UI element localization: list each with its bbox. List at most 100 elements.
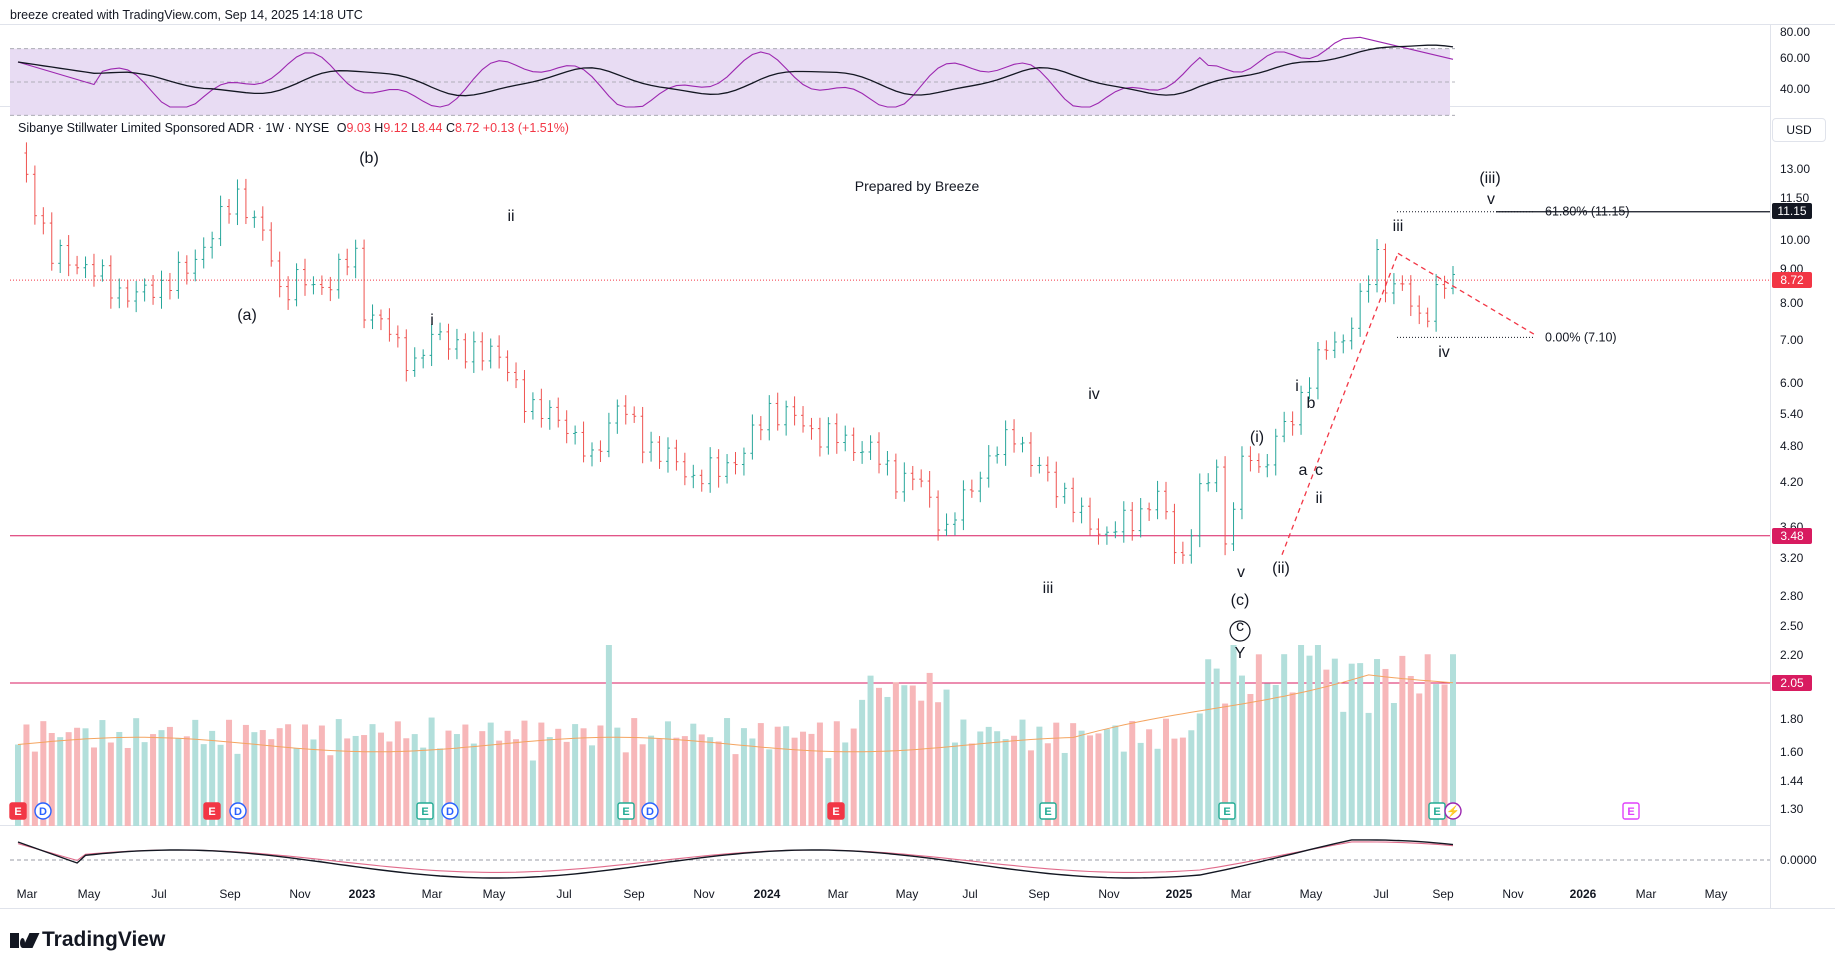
close-label: C bbox=[445, 121, 455, 135]
volume-bar bbox=[749, 738, 756, 826]
volume-bar bbox=[116, 731, 123, 826]
volume-bar bbox=[985, 726, 992, 826]
wave-circle bbox=[1229, 620, 1251, 642]
volume-bar bbox=[1027, 750, 1034, 826]
time-tick-label: Nov bbox=[1502, 887, 1523, 901]
wave-label: iii bbox=[1393, 218, 1404, 235]
volume-bar bbox=[1340, 711, 1347, 826]
volume-bar bbox=[462, 724, 469, 826]
volume-bar bbox=[23, 724, 30, 826]
time-separator bbox=[0, 908, 1835, 909]
rsi-line bbox=[17, 36, 1454, 108]
volume-bar bbox=[1019, 719, 1026, 826]
volume-bar bbox=[1205, 659, 1212, 826]
time-tick-label: Nov bbox=[693, 887, 714, 901]
time-tick-label: 2023 bbox=[349, 887, 376, 901]
volume-bar bbox=[1281, 654, 1288, 826]
volume-bar bbox=[555, 728, 562, 826]
time-tick-label: 2025 bbox=[1166, 887, 1193, 901]
currency-button[interactable]: USD bbox=[1772, 118, 1826, 142]
volume-bar bbox=[268, 739, 275, 826]
high-value: 9.12 bbox=[383, 121, 408, 135]
volume-bar bbox=[361, 735, 368, 826]
time-tick-label: Mar bbox=[17, 887, 38, 901]
event-marker-label: E bbox=[622, 806, 629, 818]
volume-bar bbox=[183, 736, 190, 826]
volume-bar bbox=[82, 728, 89, 826]
volume-bar bbox=[1374, 659, 1381, 826]
price-tick-label: 4.80 bbox=[1780, 439, 1804, 453]
trend-line bbox=[1397, 252, 1537, 336]
event-markers: E D E D E D E D E E E E ⚡ E bbox=[9, 802, 1640, 820]
time-tick-label: 2024 bbox=[754, 887, 781, 901]
volume-ma-line bbox=[17, 674, 1454, 753]
volume-bar bbox=[1433, 684, 1440, 826]
volume-bar bbox=[859, 699, 866, 826]
trend-line bbox=[1281, 253, 1399, 556]
volume-bar bbox=[31, 751, 38, 826]
event-marker-label: E bbox=[832, 806, 839, 818]
volume-bar bbox=[1112, 725, 1119, 826]
volume-bar bbox=[394, 721, 401, 826]
volume-bar bbox=[597, 725, 604, 826]
volume-bar bbox=[496, 740, 503, 826]
volume-bar bbox=[65, 732, 72, 826]
price-tag-label: 11.15 bbox=[1777, 204, 1806, 218]
volume-bar bbox=[1255, 654, 1262, 826]
volume-bar bbox=[977, 731, 984, 826]
volume-bar bbox=[1120, 751, 1127, 826]
volume-bar bbox=[892, 682, 899, 826]
volume-bar bbox=[833, 721, 840, 826]
volume-bar bbox=[1348, 663, 1355, 826]
volume-bar bbox=[1399, 655, 1406, 826]
volume-bar bbox=[487, 722, 494, 826]
volume-bar bbox=[1087, 735, 1094, 826]
open-value: 9.03 bbox=[346, 121, 371, 135]
volume-bar bbox=[909, 685, 916, 826]
price-tick-label: 4.20 bbox=[1780, 475, 1804, 489]
volume-bar bbox=[656, 738, 663, 826]
price-tick-label: 2.50 bbox=[1780, 619, 1804, 633]
volume-bar bbox=[445, 730, 452, 826]
volume-bar bbox=[1044, 743, 1051, 826]
volume-bar bbox=[707, 737, 714, 826]
volume-bar bbox=[800, 731, 807, 826]
rsi-tick-label: 60.00 bbox=[1780, 51, 1810, 65]
volume-bar bbox=[437, 748, 444, 826]
time-tick-label: 2026 bbox=[1570, 887, 1597, 901]
volume-bar bbox=[1179, 737, 1186, 826]
tradingview-logo[interactable]: TradingView bbox=[10, 928, 165, 952]
axis-separator bbox=[1770, 24, 1771, 908]
top-border bbox=[0, 24, 1835, 25]
time-tick-label: May bbox=[896, 887, 919, 901]
volume-bar bbox=[335, 719, 342, 826]
volume-bar bbox=[1146, 729, 1153, 826]
wave-label: (c) bbox=[1231, 592, 1250, 609]
volume-bar bbox=[141, 742, 148, 826]
volume-bar bbox=[1095, 733, 1102, 826]
volume-bar bbox=[842, 742, 849, 826]
macd-line bbox=[17, 839, 1454, 879]
low-label: L bbox=[411, 121, 419, 135]
volume-bar bbox=[226, 719, 233, 826]
price-tick-label: 6.00 bbox=[1780, 376, 1804, 390]
event-marker-label: D bbox=[234, 806, 242, 818]
volume-bar bbox=[192, 719, 199, 826]
volume-bar bbox=[1103, 729, 1110, 826]
volume-bar bbox=[529, 760, 536, 826]
volume-bar bbox=[631, 718, 638, 826]
price-tick-label: 7.00 bbox=[1780, 333, 1804, 347]
volume-bar bbox=[1407, 675, 1414, 826]
wave-label: a bbox=[1299, 462, 1308, 479]
price-tick-label: 1.30 bbox=[1780, 802, 1804, 816]
price-tag-label: 8.72 bbox=[1780, 273, 1804, 287]
volume-bars bbox=[15, 645, 1456, 826]
volume-bar bbox=[107, 742, 114, 826]
candles bbox=[24, 142, 1455, 564]
volume-bar bbox=[133, 718, 140, 826]
volume-bar bbox=[740, 728, 747, 826]
price-tick-label: 1.44 bbox=[1780, 774, 1804, 788]
volume-bar bbox=[150, 734, 157, 826]
rsi-tick-label: 80.00 bbox=[1780, 25, 1810, 39]
